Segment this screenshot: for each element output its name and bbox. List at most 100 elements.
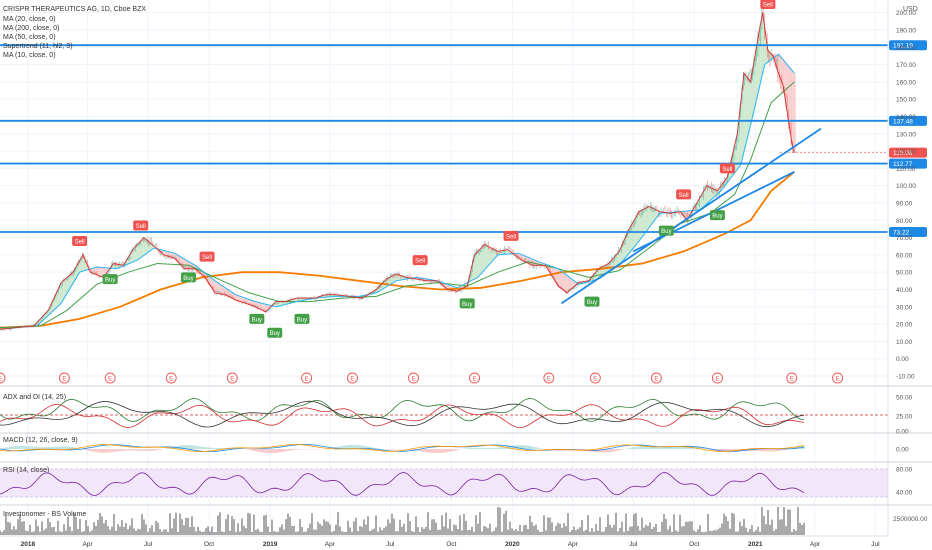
sell-signal-label: Sell <box>763 3 773 9</box>
earnings-icon[interactable] <box>650 372 662 384</box>
currency-label: USD <box>903 6 918 13</box>
price-tick-label: 30.00 <box>896 304 913 311</box>
buy-signal-label: Buy <box>270 331 280 337</box>
buy-signal-label: Buy <box>105 278 115 284</box>
price-tick-label: 110.00 <box>896 166 916 173</box>
buy-signal-badge <box>584 296 600 307</box>
buy-signal-label: Buy <box>587 300 597 306</box>
rsi-line <box>0 472 805 496</box>
price-tick-label: 80.00 <box>896 218 913 225</box>
sell-signal-badge <box>199 251 215 262</box>
price-tick-label: 20.00 <box>896 322 913 329</box>
earnings-glyph: E <box>654 377 658 383</box>
current-price-badge <box>889 147 927 158</box>
price-tick-label: 10.00 <box>896 339 913 346</box>
sell-signal-badge <box>760 0 776 9</box>
adx-title[interactable]: ADX and DI (14, 25) <box>3 394 66 401</box>
trendlines <box>560 127 822 305</box>
earnings-icon[interactable] <box>469 372 480 384</box>
ma10-line <box>0 12 795 330</box>
legend-ma200[interactable]: MA (200, close, 0) <box>3 25 59 32</box>
price-axis: 200.00 190.00 180.00 170.00 160.00 150.00 140.… <box>887 0 916 536</box>
price-tick-label: 150.00 <box>896 97 916 104</box>
price-tick-label: 70.00 <box>896 235 913 242</box>
rsi-band <box>0 469 888 497</box>
time-tick-label: 2021 <box>748 541 763 548</box>
level-price-badge <box>889 158 927 169</box>
ma200-line <box>0 171 795 329</box>
sell-signal-label: Sell <box>202 255 212 261</box>
earnings-glyph: E <box>790 377 794 383</box>
earnings-icon[interactable] <box>104 372 116 384</box>
price-tick-label: 190.00 <box>896 27 916 34</box>
buy-signal-label: Buy <box>712 214 722 220</box>
time-tick-label: 2020 <box>505 541 520 548</box>
sell-signal-label: Sell <box>722 167 732 173</box>
price-tick-label: 140.00 <box>896 114 916 121</box>
sell-signal-badge <box>412 255 428 266</box>
earnings-icon[interactable] <box>589 372 601 384</box>
earnings-glyph: E <box>547 377 551 383</box>
time-tick-label: Oct <box>446 541 456 548</box>
rsi-title[interactable]: RSI (14, close) <box>3 467 49 474</box>
time-axis: 2018 Apr Jul Oct 2019 Apr Jul Oct 2020 Apr Jul Oct 2… <box>0 535 888 548</box>
macd-title[interactable]: MACD (12, 26, close, 9) <box>3 437 78 444</box>
rsi-tick-label: 80.00 <box>896 467 913 474</box>
earnings-glyph: E <box>350 377 354 383</box>
earnings-glyph: E <box>411 377 415 383</box>
level-price-label: 112.77 <box>893 161 913 168</box>
price-tick-label: -10.00 <box>896 374 915 381</box>
earnings-icon[interactable] <box>0 372 6 384</box>
buy-signal-label: Buy <box>297 317 307 323</box>
legend-ma20[interactable]: MA (20, close, 0) <box>3 16 56 23</box>
trendline[interactable] <box>560 127 822 305</box>
sell-signal-badge <box>133 220 149 231</box>
sell-signal-badge <box>676 189 692 200</box>
earnings-glyph: E <box>169 377 173 383</box>
buy-signal-badge <box>459 298 475 309</box>
legend-supertrend[interactable]: Supertrend (11, hl2, 3) <box>3 43 73 50</box>
buy-signal-badge <box>180 272 196 283</box>
rsi-tick-label: 40.00 <box>896 490 913 497</box>
earnings-icon[interactable] <box>832 372 844 384</box>
sell-signal-label: Sell <box>75 240 85 246</box>
earnings-icon[interactable] <box>711 372 723 384</box>
earnings-icon[interactable] <box>543 372 555 384</box>
time-tick-label: Apr <box>568 541 579 548</box>
earnings-icon[interactable] <box>301 372 313 384</box>
macd-tick-label: 0.00 <box>896 447 909 454</box>
buy-signal-badge <box>102 274 118 285</box>
earnings-icon[interactable] <box>58 372 70 384</box>
earnings-icon[interactable] <box>165 372 177 384</box>
price-tick-label: 0.00 <box>896 356 909 363</box>
price-tick-label: 40.00 <box>896 287 913 294</box>
sell-signal-label: Sell <box>506 234 516 240</box>
level-price-badge <box>889 40 927 51</box>
earnings-glyph: E <box>593 377 597 383</box>
level-price-label: 73.22 <box>893 230 910 237</box>
earnings-icon[interactable] <box>346 372 358 384</box>
time-tick-label: Apr <box>810 541 821 548</box>
earnings-icon[interactable] <box>786 372 798 384</box>
earnings-glyph: E <box>230 377 234 383</box>
earnings-icon[interactable] <box>408 372 419 384</box>
pane-titles: ADX and DI (14, 25) MACD (12, 26, close,… <box>3 394 86 518</box>
sell-signal-label: Sell <box>415 259 425 265</box>
price-tick-label: 170.00 <box>896 62 916 69</box>
earnings-glyph: E <box>0 377 2 383</box>
price-tick-label: 100.00 <box>896 183 916 190</box>
level-price-badge <box>889 115 927 126</box>
earnings-glyph: E <box>473 377 477 383</box>
volume-title[interactable]: Investonomer - BS Volume <box>3 511 86 518</box>
current-price-label: 119.08 <box>893 150 913 157</box>
legend-ma50[interactable]: MA (50, close, 0) <box>3 34 56 41</box>
buy-signal-label: Buy <box>252 317 262 323</box>
volume-tick-label: 2500000.00 <box>893 516 928 523</box>
time-tick-label: Jul <box>629 541 638 548</box>
legend-ma10[interactable]: MA (10, close, 0) <box>3 52 56 59</box>
symbol-title: CRISPR THERAPEUTICS AG, 1D, Cboe BZX <box>3 6 146 13</box>
time-tick-label: Jul <box>144 541 153 548</box>
earnings-icon[interactable] <box>226 372 238 384</box>
supertrend-bands <box>0 12 796 330</box>
time-tick-label: Apr <box>83 541 94 548</box>
